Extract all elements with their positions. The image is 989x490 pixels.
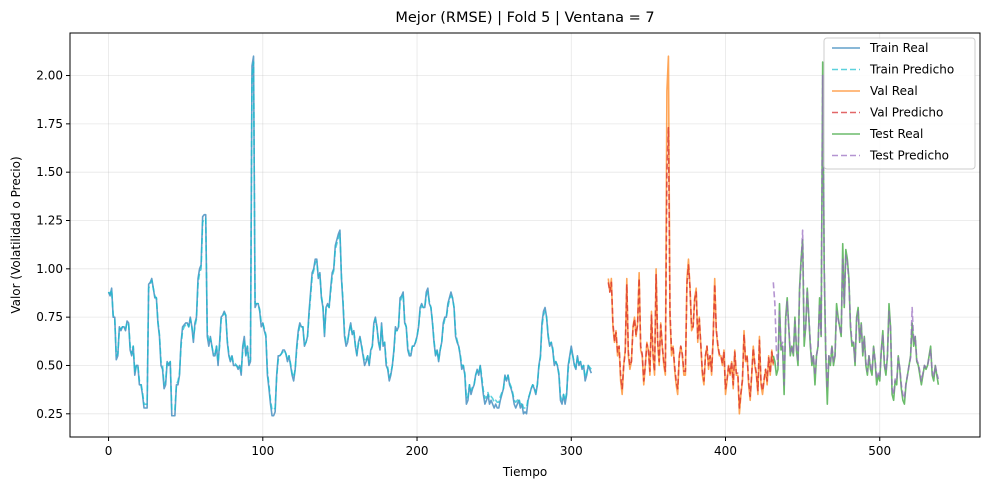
legend-label: Test Predicho — [869, 149, 949, 163]
legend-label: Train Real — [869, 41, 928, 55]
x-tick-label: 200 — [406, 444, 429, 458]
x-tick-label: 400 — [714, 444, 737, 458]
legend-label: Val Predicho — [870, 106, 943, 120]
legend-label: Test Real — [869, 127, 923, 141]
x-tick-label: 0 — [105, 444, 113, 458]
plot-frame — [69, 32, 981, 438]
x-axis: 0 100 200 300 400 500 — [105, 437, 891, 458]
series-layer — [107, 55, 940, 417]
y-tick-label: 0.50 — [36, 358, 63, 372]
y-tick-label: 1.25 — [36, 214, 63, 228]
legend: Train Real Train Predicho Val Real Val Pred… — [823, 37, 976, 170]
x-tick-label: 100 — [251, 444, 274, 458]
series-line-val-predicho — [607, 126, 775, 409]
y-tick-label: 0.75 — [36, 310, 63, 324]
y-tick-label: 0.25 — [36, 407, 63, 421]
x-tick-label: 300 — [560, 444, 583, 458]
y-axis-label: Valor (Volatilidad o Precio) — [9, 156, 23, 313]
y-tick-label: 1.00 — [36, 262, 63, 276]
legend-label: Train Predicho — [869, 63, 954, 77]
series-line-train-predicho — [107, 61, 592, 411]
chart-title: Mejor (RMSE) | Fold 5 | Ventana = 7 — [395, 10, 654, 26]
legend-label: Val Real — [870, 84, 918, 98]
y-tick-label: 1.50 — [36, 165, 63, 179]
y-axis: 0.25 0.50 0.75 1.00 1.25 1.50 1.75 2.00 — [36, 69, 70, 421]
series-line-test-predicho — [772, 74, 940, 400]
x-axis-label: Tiempo — [502, 465, 547, 479]
y-tick-label: 1.75 — [36, 117, 63, 131]
y-tick-label: 2.00 — [36, 69, 63, 83]
legend-box — [823, 37, 976, 170]
x-tick-label: 500 — [868, 444, 891, 458]
